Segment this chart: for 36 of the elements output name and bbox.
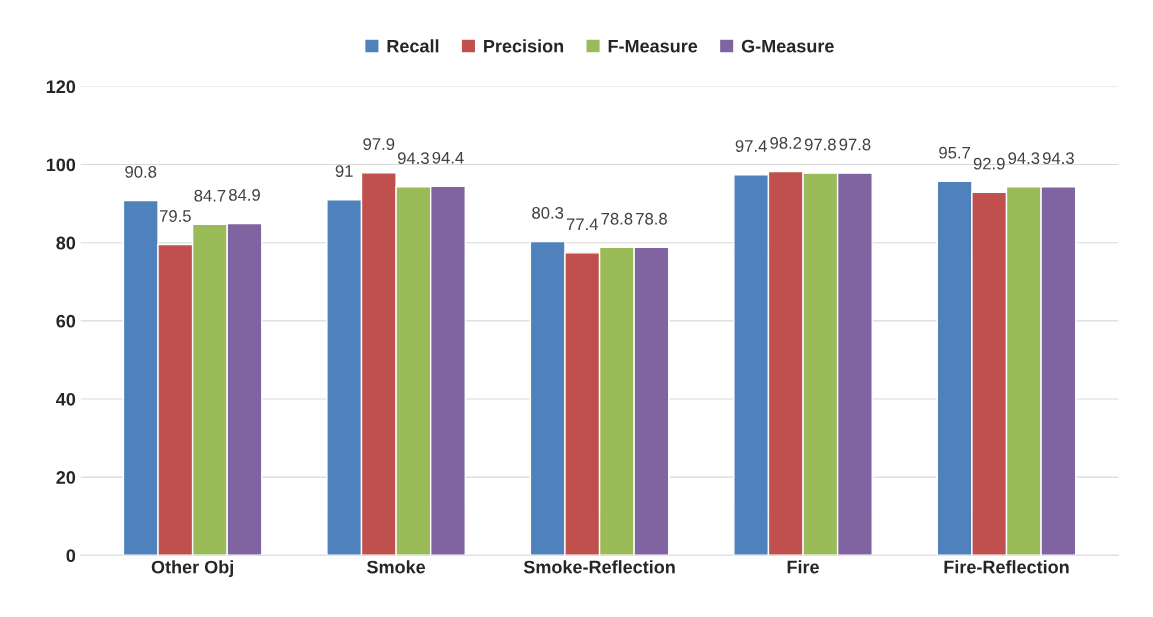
x-tick-label: Fire-Reflection (944, 560, 1069, 574)
data-label: 94.3 (397, 152, 429, 165)
data-label: 97.8 (839, 138, 871, 151)
data-label: 94.4 (432, 151, 464, 164)
x-tick-label: Other Obj (151, 560, 233, 577)
x-tick-label: Smoke-Reflection (523, 560, 675, 574)
y-tick-label: 60 (56, 314, 76, 328)
legend-label: F-Measure (608, 39, 698, 53)
data-label: 94.3 (1008, 152, 1040, 165)
data-label: 78.8 (601, 212, 633, 225)
legend-label: Precision (484, 39, 564, 53)
data-label: 97.8 (804, 138, 836, 151)
data-label: 97.9 (363, 138, 395, 150)
y-tick-label: 120 (46, 80, 76, 94)
y-tick-label: 80 (56, 236, 76, 250)
x-tick-label: Fire (787, 560, 819, 574)
data-label: 94.3 (1042, 152, 1074, 165)
y-tick-label: 40 (56, 392, 76, 406)
data-label: 95.7 (939, 146, 970, 159)
data-label: 84.7 (194, 189, 226, 202)
legend-label: Recall (387, 39, 439, 53)
y-tick-label: 20 (56, 471, 76, 484)
data-label: 97.4 (735, 140, 767, 152)
y-tick-label: 100 (46, 158, 76, 172)
legend-label: G-Measure (741, 39, 834, 53)
data-label: 79.5 (159, 210, 191, 222)
data-label: 98.2 (770, 137, 802, 149)
data-label: 90.8 (125, 165, 157, 178)
x-tick-label: Smoke (367, 560, 426, 574)
data-label: 92.9 (973, 157, 1005, 170)
data-label: 78.8 (636, 212, 667, 225)
data-label: 91 (335, 165, 353, 177)
data-label: 77.4 (566, 218, 598, 230)
y-tick-label: 0 (66, 549, 76, 563)
data-label: 84.9 (229, 189, 260, 201)
data-label: 80.3 (532, 206, 564, 219)
